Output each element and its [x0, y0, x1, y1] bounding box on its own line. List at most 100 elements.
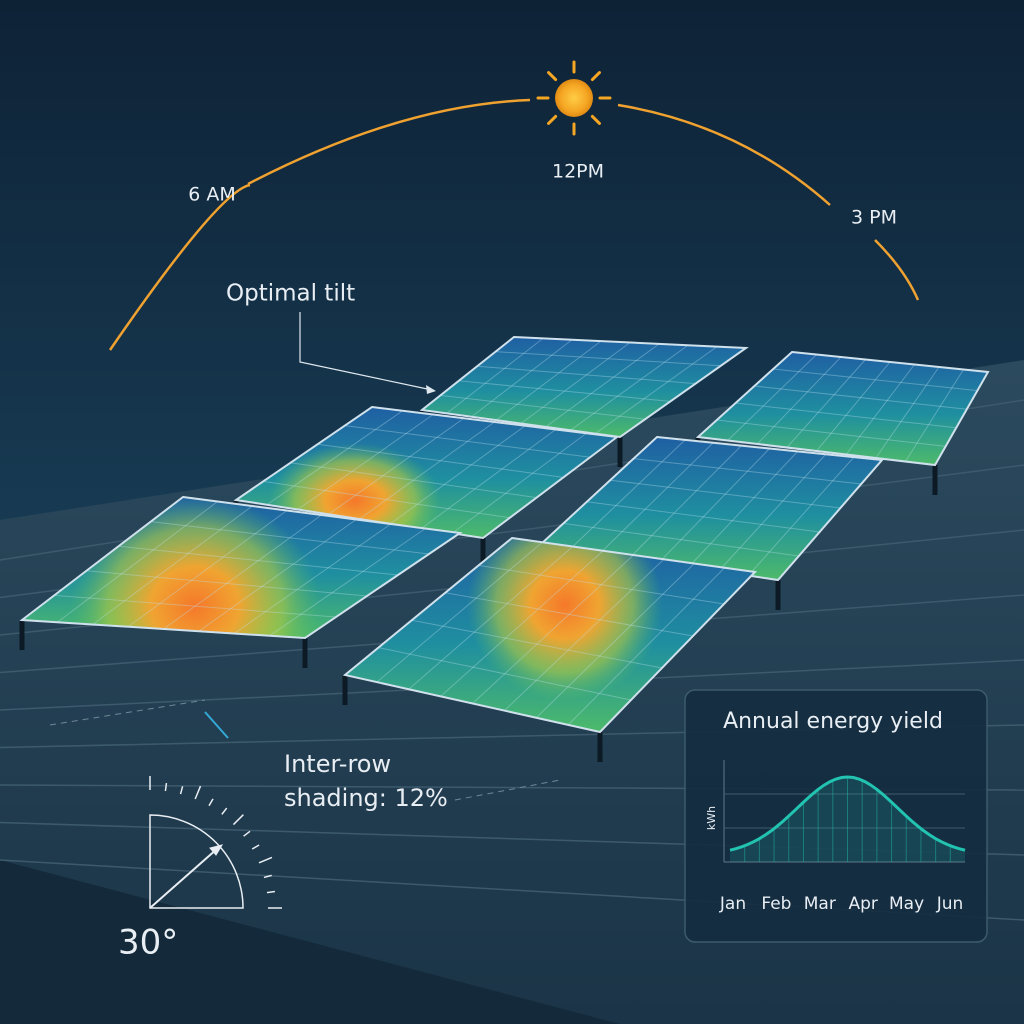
cell-line [495, 351, 721, 367]
panel-frame [419, 335, 749, 439]
gauge-tick [243, 830, 251, 837]
cell-line [290, 462, 537, 499]
cell-line [344, 425, 591, 458]
panel-surface [698, 352, 988, 465]
cell-line [472, 554, 634, 704]
cell-line [570, 344, 689, 431]
cell-line [747, 456, 855, 576]
cell-line [266, 410, 403, 506]
cell-line [535, 563, 695, 719]
solar-panel [698, 352, 988, 465]
panel-frame [19, 495, 463, 640]
optimal-tilt-label: Optimal tilt [226, 281, 355, 307]
cell-line [411, 619, 663, 669]
tilt-gauge [149, 776, 282, 909]
cell-line [420, 429, 557, 529]
shadow-guide [454, 779, 561, 801]
cell-line [756, 356, 842, 445]
cell-line [445, 592, 694, 637]
inset-panel [684, 689, 988, 943]
cell-line [904, 369, 964, 462]
gauge-tick [164, 782, 168, 792]
tilt-arrow [149, 847, 219, 909]
x-label: Jun [936, 894, 964, 914]
sun-ray [590, 71, 601, 82]
solar-panel [540, 437, 882, 580]
cell-line [269, 528, 426, 637]
sun-ray [590, 114, 601, 125]
cell-line [440, 394, 646, 420]
cell-line [727, 354, 817, 441]
heat-spot [466, 538, 663, 703]
cell-line [359, 421, 495, 520]
cell-line [477, 365, 696, 385]
time-label: 12PM [552, 161, 604, 183]
cell-line [773, 368, 978, 392]
gauge-tick [221, 807, 228, 815]
cell-line [845, 364, 915, 455]
cell-line [127, 510, 288, 628]
solar-panel [345, 538, 755, 732]
x-label: Feb [761, 894, 791, 914]
solar-panel [22, 497, 460, 638]
cell-line [563, 522, 799, 557]
shading-label: shading: 12% [284, 784, 448, 812]
cell-line [390, 425, 526, 525]
cell-line [478, 564, 725, 605]
shadow-guide [49, 699, 206, 726]
cell-line [263, 480, 510, 519]
panel-surface [422, 337, 746, 437]
tilt-arrowhead [209, 844, 224, 856]
cell-line [495, 340, 602, 421]
gauge-tick [179, 786, 184, 795]
cell-line [504, 558, 665, 711]
x-label: Mar [804, 894, 836, 914]
roof-edge [0, 860, 620, 1024]
sun-ray [547, 114, 558, 125]
gauge-tick [208, 798, 214, 807]
cell-line [586, 501, 820, 533]
gauge-tick [251, 844, 260, 850]
cell-line [408, 546, 574, 690]
x-labels: Jan Feb Mar Apr May Jun [719, 894, 963, 914]
sun-disc [555, 79, 593, 117]
cell-line [594, 346, 718, 435]
cell-line [688, 451, 798, 568]
gauge-tick [258, 856, 273, 864]
cell-line [198, 519, 357, 632]
cell-line [610, 479, 841, 509]
cell-line [786, 359, 866, 448]
cell-line [658, 448, 770, 563]
time-label: 6 AM [188, 184, 236, 206]
cell-line [451, 432, 587, 534]
sun-ray [547, 71, 558, 82]
cell-line [150, 521, 430, 555]
panel-frame [233, 405, 620, 540]
inset-title: Annual energy yield [723, 709, 943, 734]
panels [19, 335, 990, 762]
sun [536, 60, 612, 136]
cell-line [567, 567, 725, 726]
tilt-angle: 30° [118, 923, 178, 963]
gauge-tick [266, 890, 276, 894]
x-label: May [889, 894, 924, 914]
cell-line [520, 342, 631, 424]
time-label: 3 PM [851, 207, 897, 229]
cell-line [378, 647, 632, 701]
cell-line [569, 439, 686, 550]
shadow-marker [204, 711, 229, 739]
gauge-arc [149, 814, 244, 909]
cell-line [735, 402, 957, 429]
panel-frame [695, 350, 990, 467]
shading-label: Inter-row [284, 750, 391, 778]
heat-spot [69, 497, 321, 638]
cell-line [86, 570, 368, 597]
x-label: Jan [719, 894, 746, 914]
cell-line [458, 380, 671, 402]
cell-line [92, 505, 253, 625]
curve-line [729, 775, 966, 852]
cell-line [718, 453, 827, 572]
gauge-tick [263, 874, 272, 879]
cell-line [317, 443, 564, 478]
